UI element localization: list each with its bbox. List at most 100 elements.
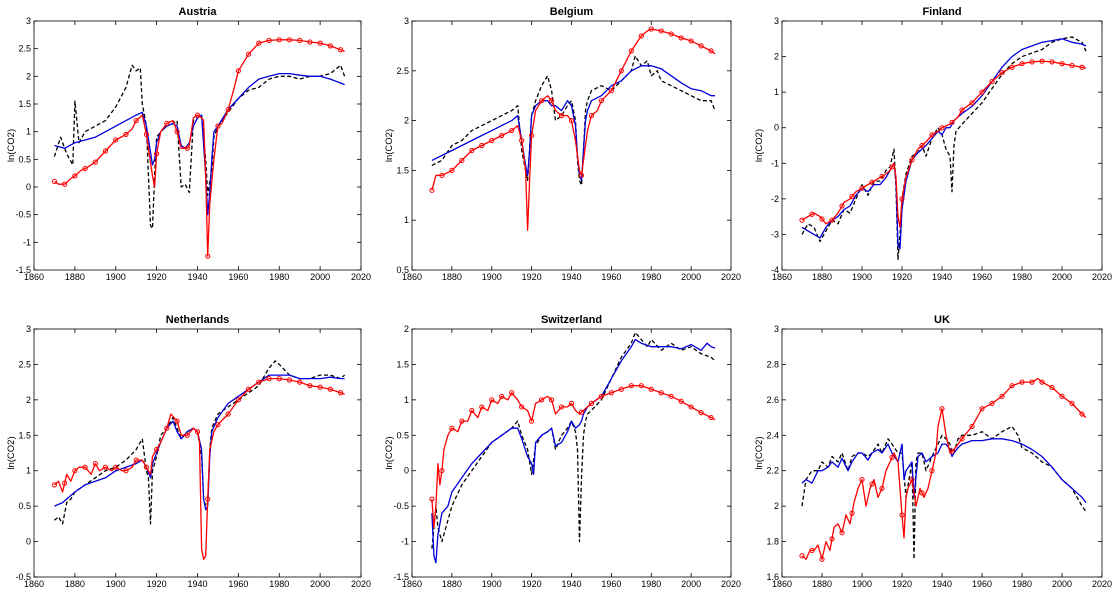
- x-tick-label: 1900: [852, 272, 872, 282]
- x-tick-label: 1860: [772, 272, 792, 282]
- series-marker: [1059, 61, 1065, 67]
- series-marker: [849, 193, 855, 200]
- x-tick-label: 1860: [24, 272, 44, 282]
- series-group: [429, 26, 716, 231]
- series-marker: [608, 390, 614, 396]
- y-tick-label: 3: [774, 324, 779, 334]
- series-marker: [678, 398, 684, 404]
- series-marker: [337, 47, 344, 53]
- series-marker: [92, 461, 98, 467]
- series-marker: [459, 157, 465, 164]
- y-tick-label: 2.2: [766, 466, 779, 476]
- series-marker: [317, 384, 323, 390]
- y-tick-label: -1.5: [15, 265, 31, 275]
- y-tick-label: 2: [26, 395, 31, 405]
- series-marker: [698, 410, 704, 416]
- x-tick-label: 2000: [310, 272, 330, 282]
- series-marker: [266, 376, 272, 382]
- y-tick-label: -2: [771, 194, 779, 204]
- series-line-red: [431, 385, 716, 529]
- y-tick-label: 2.6: [766, 395, 779, 405]
- y-axis-label: ln(CO2): [754, 129, 765, 162]
- series-marker: [519, 137, 525, 144]
- x-tick-label: 1980: [269, 579, 289, 589]
- x-tick-label: 1900: [106, 272, 126, 282]
- x-tick-label: 1900: [482, 579, 502, 589]
- series-line-black: [53, 64, 346, 230]
- x-tick-label: 1980: [269, 272, 289, 282]
- series-marker: [235, 68, 241, 74]
- series-marker: [194, 429, 201, 435]
- series-marker: [1029, 59, 1035, 65]
- series-marker: [648, 386, 654, 392]
- y-tick-label: 1.5: [18, 430, 31, 440]
- x-tick-label: 1900: [852, 579, 872, 589]
- y-tick-label: 0: [774, 123, 779, 133]
- series-marker: [869, 179, 875, 185]
- series-line-red: [801, 60, 1087, 228]
- x-tick-label: 1920: [147, 272, 167, 282]
- y-axis-label: ln(CO2): [384, 129, 395, 162]
- series-marker: [678, 35, 684, 41]
- chart-panel-netherlands: Netherlands ln(CO2) 1860 1880 1900 1920 1940 19…: [6, 314, 371, 589]
- series-marker: [638, 33, 644, 39]
- series-marker: [598, 98, 605, 104]
- series-marker: [174, 418, 180, 424]
- series-marker: [317, 40, 323, 46]
- series-marker: [449, 425, 455, 431]
- series-marker: [469, 147, 475, 154]
- series-marker: [245, 51, 252, 57]
- series-marker: [869, 481, 875, 487]
- series-line-blue: [431, 338, 716, 564]
- series-marker: [72, 173, 78, 179]
- series-marker: [1069, 62, 1075, 69]
- x-tick-label: 2000: [1052, 579, 1072, 589]
- series-marker: [439, 172, 445, 178]
- series-marker: [439, 468, 445, 474]
- series-marker: [949, 119, 955, 125]
- y-tick-label: 2: [404, 324, 409, 334]
- series-marker: [568, 118, 575, 124]
- series-marker: [909, 476, 915, 483]
- series-marker: [123, 131, 129, 138]
- series-marker: [215, 422, 221, 428]
- y-tick-label: 2: [774, 52, 779, 62]
- series-group: [799, 377, 1087, 562]
- chart-title: Switzerland: [541, 314, 602, 326]
- series-marker: [123, 468, 129, 474]
- series-marker: [205, 253, 211, 259]
- series-marker: [62, 480, 68, 486]
- y-tick-label: 1: [26, 466, 31, 476]
- chart-panel-uk: UK ln(CO2) 1860 1880 1900 1920 1940 1960 1980 200…: [754, 314, 1112, 589]
- series-marker: [72, 468, 78, 474]
- x-tick-label: 1960: [601, 272, 621, 282]
- series-line-red: [801, 377, 1087, 560]
- x-tick-label: 1940: [187, 579, 207, 589]
- series-marker: [174, 129, 180, 135]
- series-marker: [92, 159, 98, 165]
- series-marker: [82, 464, 88, 470]
- axes-box: [33, 328, 362, 578]
- series-line-red: [53, 377, 345, 560]
- series-marker: [184, 432, 190, 438]
- series-marker: [578, 409, 585, 415]
- series-marker: [799, 553, 805, 559]
- series-marker: [164, 425, 170, 431]
- y-tick-label: -1: [23, 237, 31, 247]
- series-line-blue: [801, 438, 1087, 503]
- series-marker: [245, 386, 252, 392]
- series-marker: [628, 48, 634, 54]
- series-marker: [969, 423, 975, 430]
- x-tick-label: 1860: [402, 272, 422, 282]
- y-tick-label: 3: [26, 324, 31, 334]
- series-marker: [628, 383, 634, 389]
- series-marker: [899, 512, 905, 518]
- series-marker: [989, 400, 995, 406]
- series-group: [51, 37, 346, 259]
- x-tick-label: 1960: [972, 272, 992, 282]
- series-line-blue: [801, 38, 1087, 250]
- series-marker: [558, 404, 565, 410]
- series-marker: [1039, 58, 1045, 64]
- series-marker: [449, 167, 455, 173]
- series-marker: [969, 100, 975, 106]
